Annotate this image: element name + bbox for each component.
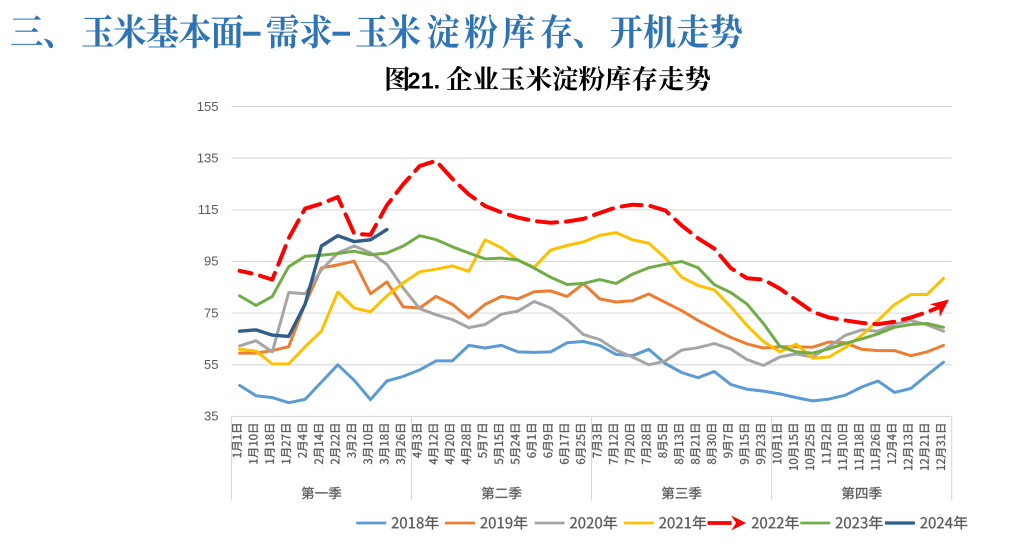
- svg-text:55: 55: [204, 357, 218, 372]
- svg-text:135: 135: [197, 150, 219, 165]
- svg-text:115: 115: [198, 202, 219, 217]
- svg-text:95: 95: [204, 254, 218, 269]
- svg-text:75: 75: [204, 305, 218, 320]
- svg-text:35: 35: [204, 409, 218, 424]
- svg-text:21.: 21.: [408, 68, 441, 94]
- svg-text:155: 155: [197, 99, 219, 114]
